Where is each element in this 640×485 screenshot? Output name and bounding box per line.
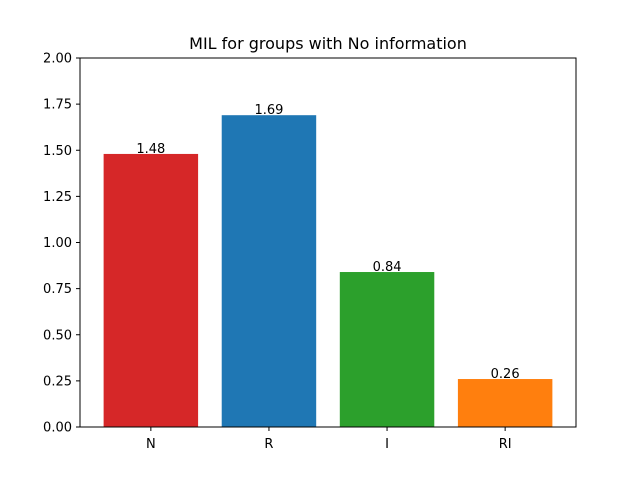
bar-ri	[457, 379, 553, 427]
y-tick-label: 1.00	[43, 236, 72, 251]
plot-area-frame	[79, 57, 577, 428]
bar-n	[103, 153, 199, 427]
data-label-n: 1.48	[136, 142, 165, 157]
x-axis: N R I RI	[146, 427, 512, 452]
data-label-i: 0.84	[373, 260, 402, 275]
y-tick-label: 0.75	[43, 282, 72, 297]
bar-i	[339, 272, 435, 427]
y-tick-label: 0.00	[43, 421, 72, 436]
data-label-ri: 0.26	[491, 367, 520, 382]
data-labels-group: 1.48 1.69 0.84 0.26	[136, 103, 519, 382]
x-tick-label-n: N	[146, 437, 156, 452]
data-label-r: 1.69	[254, 103, 283, 118]
y-tick-label: 1.75	[43, 98, 72, 113]
chart-title: MIL for groups with No information	[189, 34, 467, 53]
bar-r	[221, 115, 317, 427]
y-tick-label: 0.50	[43, 328, 72, 343]
y-axis: 0.00 0.25 0.50 0.75 1.00 1.25 1.50 1.75 2.00	[43, 52, 80, 436]
bars-group	[103, 115, 553, 427]
y-tick-label: 0.25	[43, 374, 72, 389]
x-tick-label-r: R	[264, 437, 273, 452]
x-tick-label-ri: RI	[499, 437, 512, 452]
y-tick-label: 1.50	[43, 144, 72, 159]
x-tick-label-i: I	[385, 437, 389, 452]
y-tick-label: 1.25	[43, 190, 72, 205]
y-tick-label: 2.00	[43, 52, 72, 67]
